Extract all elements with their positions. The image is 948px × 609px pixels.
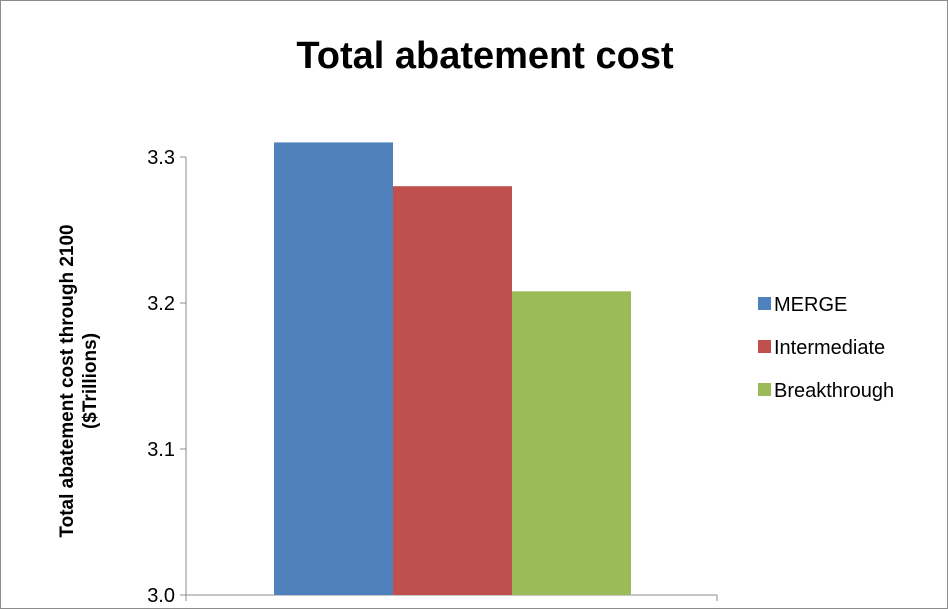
bar-breakthrough <box>512 291 631 595</box>
legend-label-breakthrough: Breakthrough <box>774 380 894 402</box>
legend-label-merge: MERGE <box>774 294 847 316</box>
y-axis-label: Total abatement cost through 2100 ($Tril… <box>57 224 101 537</box>
y-tick-label: 3.1 <box>147 439 175 461</box>
y-tick-label: 3.3 <box>147 147 175 169</box>
plot-area: 3.0 3.1 3.2 3.3 <box>147 142 718 607</box>
y-tick-label: 3.0 <box>147 585 175 607</box>
bar-merge <box>274 142 393 595</box>
legend-label-intermediate: Intermediate <box>774 337 885 359</box>
legend-swatch-merge <box>758 297 771 310</box>
y-tick-label: 3.2 <box>147 293 175 315</box>
bar-intermediate <box>393 186 512 595</box>
legend-swatch-intermediate <box>758 340 771 353</box>
chart-title: Total abatement cost <box>296 35 674 77</box>
legend-swatch-breakthrough <box>758 383 771 396</box>
y-axis-label-line1: Total abatement cost through 2100 <box>57 224 78 537</box>
y-axis-label-line2: ($Trillions) <box>80 333 101 429</box>
legend: MERGE Intermediate Breakthrough <box>758 294 894 402</box>
